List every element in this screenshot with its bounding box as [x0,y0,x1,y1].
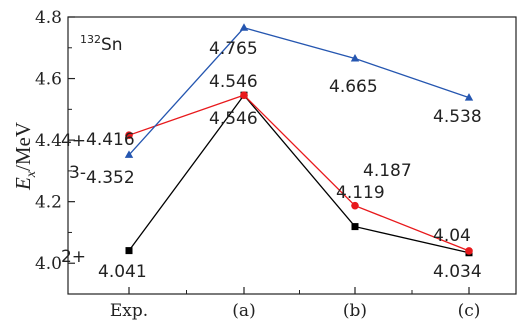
data-point-triangle [464,93,474,101]
series-line [128,94,470,252]
nucleus-label: 132Sn [80,33,123,55]
y-axis-title-subscript: x [24,170,39,178]
y-tick-label: 4.2 [35,193,62,213]
x-axis-ticks: Exp. (a) (b) (c) [110,287,481,321]
data-point-circle [351,201,359,210]
data-point-circle [465,247,473,255]
series-name-label: 3- [69,163,86,183]
data-point-triangle [350,54,360,62]
nucleus-element: Sn [101,35,123,55]
value-label: 4.187 [363,161,412,181]
series-name-label: 2+ [61,247,86,267]
x-tick-label: (b) [343,301,367,321]
series-name-label: 4+ [61,131,86,151]
value-labels: 4.041 4.546 4.119 4.034 4.416 4.546 4.187 4.04 4… [61,39,482,282]
x-tick-label: (c) [458,301,481,321]
data-point-square [351,223,359,231]
series-line [128,27,470,156]
value-label: 4.04 [433,226,471,246]
y-axis-title: Ex/MeV [11,122,39,191]
y-tick-label: 4.4 [35,131,62,151]
value-label: 4.119 [336,183,385,203]
series-triangle [124,23,474,158]
series-line [128,94,470,254]
value-label: 4.546 [209,72,258,92]
value-label: 4.665 [329,77,378,97]
value-label: 4.041 [98,262,147,282]
value-label: 4.352 [86,168,135,188]
value-label: 4.765 [209,39,258,59]
plot-frame [67,16,517,295]
y-axis-ticks: 4.0 4.2 4.4 4.6 4.8 [35,8,75,295]
data-point-square [125,247,133,255]
y-axis-title-symbol: E [11,177,35,191]
series-circle [125,91,473,255]
value-label: 4.034 [433,262,482,282]
value-label: 4.416 [86,130,135,150]
data-point-triangle [239,23,249,31]
y-axis-title-unit: /MeV [11,122,35,171]
x-tick-label: Exp. [110,301,148,321]
y-tick-label: 4.0 [35,254,62,274]
value-label: 4.538 [433,107,482,127]
nucleus-mass: 132 [80,33,101,46]
value-label: 4.546 [209,109,258,129]
data-point-circle [125,131,133,139]
x-tick-label: (a) [232,301,255,321]
data-point-triangle [124,150,134,158]
y-tick-label: 4.8 [35,8,62,28]
y-tick-label: 4.6 [35,70,62,90]
series-layer [124,23,474,257]
data-point-circle [240,91,248,99]
